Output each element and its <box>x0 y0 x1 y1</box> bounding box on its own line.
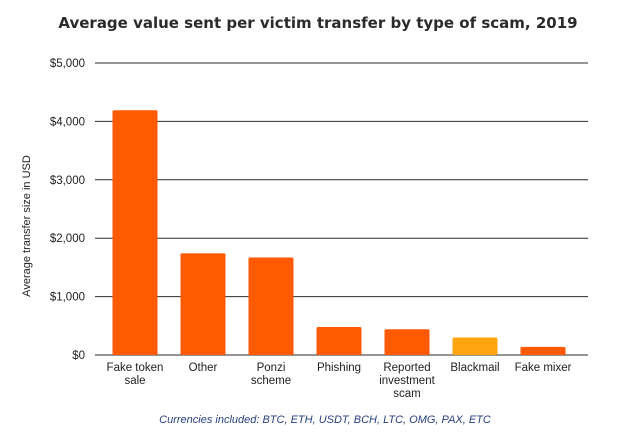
category-label: Reported investment scam <box>379 362 435 400</box>
y-axis-label: Average transfer size in USD <box>21 155 33 297</box>
y-axis-ticks: $0 $1,000 $2,000 $3,000 $4,000 $5,000 <box>50 58 85 362</box>
y-tick-label: $3,000 <box>50 175 85 187</box>
chart-title: Average value sent per victim transfer b… <box>58 14 577 32</box>
bars <box>112 110 566 355</box>
category-label: Ponzi scheme <box>251 362 291 387</box>
bar <box>452 337 498 355</box>
y-tick-label: $4,000 <box>50 116 85 128</box>
footnote: Currencies included: BTC, ETH, USDT, BCH… <box>159 414 491 426</box>
category-label: Other <box>189 362 218 374</box>
y-tick-label: $0 <box>72 350 85 362</box>
y-tick-label: $5,000 <box>50 58 85 70</box>
bar <box>248 257 294 355</box>
category-label: Blackmail <box>450 362 499 374</box>
bar <box>316 326 362 355</box>
category-label: Fake token sale <box>107 362 164 387</box>
gridlines <box>95 62 588 356</box>
y-tick-label: $2,000 <box>50 233 85 245</box>
bar <box>520 346 566 355</box>
y-tick-label: $1,000 <box>50 292 85 304</box>
bar <box>384 329 430 355</box>
bar <box>112 110 158 355</box>
category-label: Fake mixer <box>515 362 572 374</box>
bar <box>180 253 226 355</box>
category-label: Phishing <box>317 362 361 374</box>
category-labels: Fake token sale Other Ponzi scheme Phishing Re… <box>107 362 572 400</box>
